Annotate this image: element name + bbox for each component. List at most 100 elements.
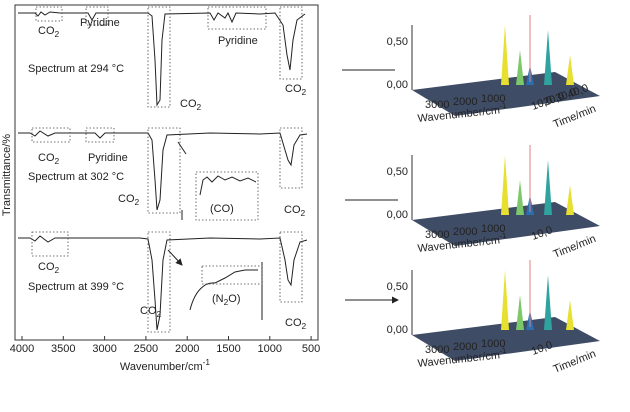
- annotation: CO2: [285, 83, 307, 97]
- x-axis-label-sup: -1: [499, 346, 507, 356]
- annotation-text: (CO): [210, 203, 234, 215]
- annotation-sub: 2: [55, 156, 60, 166]
- x-axis-label: Wavenumber/cm-1: [120, 357, 211, 373]
- z-tick-label: 0,00: [387, 209, 408, 221]
- z-tick-label: 0,50: [387, 36, 408, 48]
- annotation-text: Pyridine: [88, 152, 128, 164]
- surface-plot: [411, 15, 600, 116]
- base-plane: [412, 72, 600, 116]
- annotation-sub: 2: [55, 265, 60, 275]
- peak: [516, 180, 524, 215]
- annotation-text: CO: [180, 98, 197, 110]
- peak: [544, 30, 552, 85]
- x-tick-label: 3000: [425, 229, 449, 241]
- surface-plot: [411, 260, 600, 361]
- annotation-text: CO: [118, 193, 135, 205]
- time-label: Time/min: [552, 103, 598, 131]
- peak: [501, 270, 509, 330]
- x-tick-label: 1000: [481, 93, 505, 105]
- z-tick-label: 0,00: [387, 324, 408, 336]
- x-tick-label: 1000: [258, 343, 282, 355]
- time-label: Time/min: [552, 348, 598, 376]
- annotation-sub: 2: [55, 29, 60, 39]
- annotation: CO2: [118, 193, 140, 207]
- annotation-sub: 2: [157, 309, 162, 319]
- annotation-text: CO: [140, 305, 157, 317]
- inset-n2o: [189, 262, 263, 320]
- x-tick-label: 500: [302, 343, 320, 355]
- x-axis-label-sup: -1: [499, 101, 507, 111]
- x-axis-label-sup: -1: [203, 357, 211, 367]
- peak: [544, 160, 552, 215]
- annotation: Pyridine: [80, 17, 120, 29]
- z-tick-label: 0,50: [387, 281, 408, 293]
- annotation-sub: 2: [135, 197, 140, 207]
- annotation-sub: 2: [197, 102, 202, 112]
- x-tick-label: 1500: [216, 343, 240, 355]
- annotation-text: CO: [285, 83, 302, 95]
- peak: [566, 185, 574, 215]
- x-tick-label: 2000: [453, 226, 477, 238]
- annotation: CO2: [38, 261, 60, 275]
- plot-frame: [14, 4, 319, 341]
- spectrum-302: [18, 130, 308, 211]
- surface-plot: [411, 145, 600, 246]
- spectrum-294: [18, 11, 306, 107]
- annotation: (CO): [210, 203, 234, 215]
- z-tick-label: 0,00: [387, 79, 408, 91]
- peak: [566, 300, 574, 330]
- peak: [516, 50, 524, 85]
- x-tick-label: 2000: [453, 96, 477, 108]
- x-tick-label: 1000: [481, 223, 505, 235]
- annotation-text: CO: [38, 152, 55, 164]
- annotation-sub: 2: [224, 297, 229, 307]
- z-tick-label: 0,50: [387, 166, 408, 178]
- annotation: Pyridine: [218, 35, 258, 47]
- annotation: CO2: [38, 25, 60, 39]
- spectra: [18, 11, 308, 331]
- annotation-text: Pyridine: [218, 35, 258, 47]
- x-tick-label: 3000: [425, 344, 449, 356]
- annotation-text: Pyridine: [80, 17, 120, 29]
- x-tick-label: 2000: [453, 341, 477, 353]
- annotation-text: CO: [285, 317, 302, 329]
- spectrum-label: Spectrum at 302 °C: [28, 171, 124, 183]
- annotation: Pyridine: [88, 152, 128, 164]
- annotation-sub: 2: [302, 87, 307, 97]
- peak: [544, 275, 552, 330]
- inset-co: [181, 175, 257, 220]
- y-axis-label: Transmittance/%: [1, 134, 13, 216]
- dotted-boxes: [31, 6, 303, 333]
- annotation: (N2O): [212, 293, 241, 307]
- annotation: CO2: [38, 152, 60, 166]
- x-tick-label: 3500: [51, 343, 75, 355]
- x-tick-label: 3000: [425, 99, 449, 111]
- annotation-text: CO: [38, 25, 55, 37]
- spectrum-label: Spectrum at 399 °C: [28, 281, 124, 293]
- x-tick-label: 2000: [175, 343, 199, 355]
- annotation-tail: O): [228, 293, 240, 305]
- annotation-sub: 2: [302, 321, 307, 331]
- time-label: Time/min: [552, 233, 598, 261]
- peak: [566, 55, 574, 85]
- annotation: CO2: [140, 305, 162, 319]
- annotation: CO2: [285, 317, 307, 331]
- peak: [501, 25, 509, 85]
- annotation-sub: 2: [301, 208, 306, 218]
- x-axis-label-sup: -1: [499, 231, 507, 241]
- annotation-text: (N: [212, 293, 224, 305]
- arrows: [342, 69, 398, 300]
- base-plane: [412, 317, 600, 361]
- x-tick-label: 4000: [10, 343, 34, 355]
- annotation: CO2: [284, 204, 306, 218]
- annotation-text: CO: [284, 204, 301, 216]
- annotation: CO2: [180, 98, 202, 112]
- peak: [516, 295, 524, 330]
- annotation-text: CO: [38, 261, 55, 273]
- x-tick-label: 2500: [134, 343, 158, 355]
- x-tick-label: 1000: [481, 338, 505, 350]
- spectrum-label: Spectrum at 294 °C: [28, 63, 124, 75]
- x-tick-label: 3000: [92, 343, 116, 355]
- base-plane: [412, 202, 600, 246]
